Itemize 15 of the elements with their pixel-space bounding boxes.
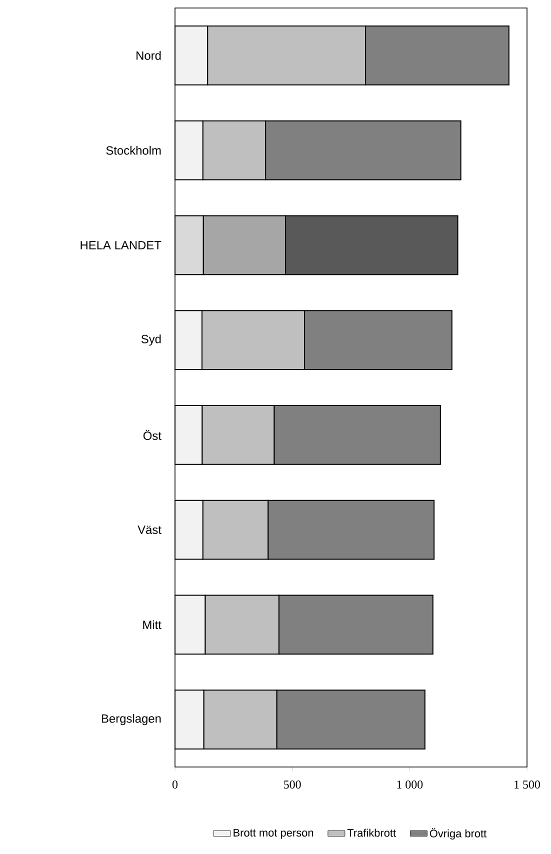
y-tick-label: Stockholm [106,146,161,155]
x-tick-label: 0 [172,780,178,789]
legend-label: Trafikbrott [347,828,396,837]
y-tick-label: Syd [141,334,161,346]
y-tick-label: Väst [138,526,162,534]
y-tick-label: HELA LANDET [80,241,162,250]
y-tick-label: Mitt [143,620,162,630]
y-tick-label: Nord [136,51,161,60]
x-tick-label: 500 [284,780,301,789]
y-tick-label: Öst [143,430,162,440]
legend-label: Brott mot person [234,828,314,839]
legend-label: Övriga brott [430,828,487,840]
x-tick-label: 1 500 [514,780,540,789]
x-tick-label: 1 000 [397,780,423,789]
y-tick-label: Bergslagen [102,714,161,726]
